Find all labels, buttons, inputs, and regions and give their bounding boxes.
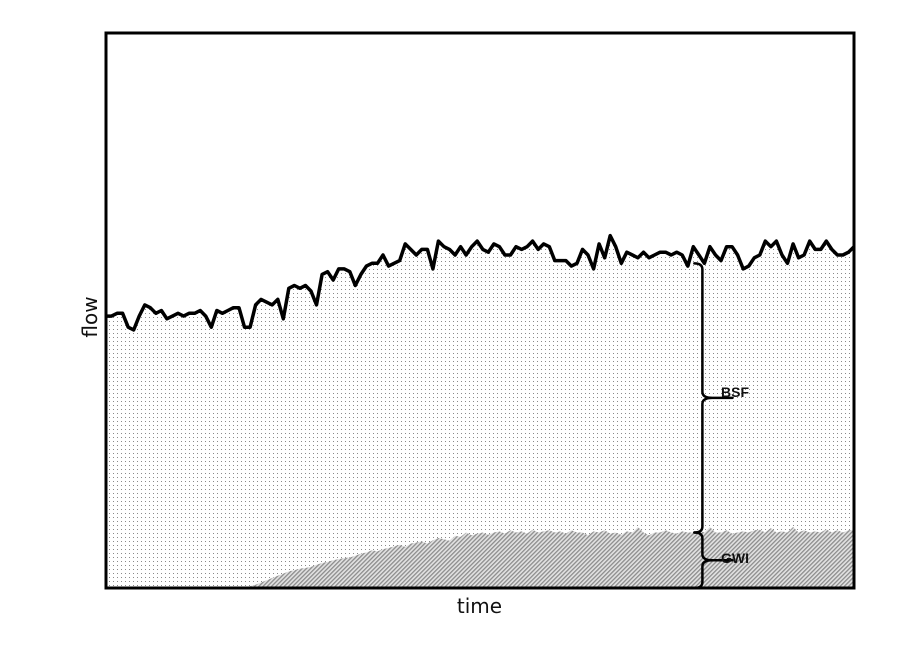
y-axis-label: flow: [78, 296, 102, 338]
gwi-annotation: GWI: [721, 550, 749, 566]
gwi-brace: [693, 531, 734, 590]
x-axis-label: time: [456, 594, 503, 618]
bsf-annotation: BSF: [721, 384, 749, 400]
bsf-brace: [693, 262, 734, 534]
gwi-hatched-area: [106, 527, 854, 588]
total-flow-line: [106, 233, 854, 332]
bsf-dotted-area: [106, 235, 854, 588]
plot-frame: [104, 31, 856, 590]
